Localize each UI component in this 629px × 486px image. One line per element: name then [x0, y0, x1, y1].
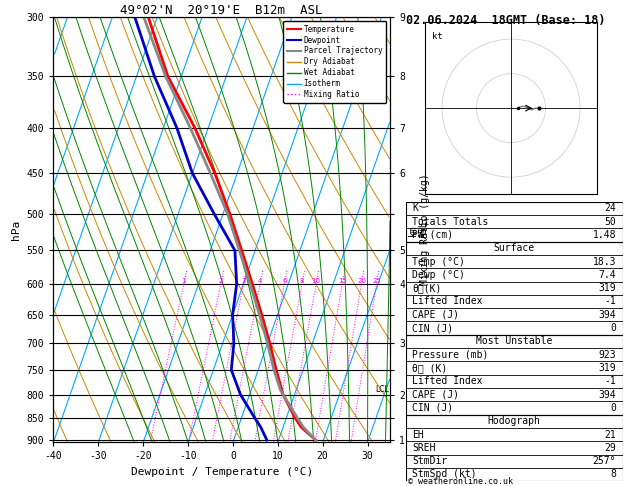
Text: Lifted Index: Lifted Index — [412, 376, 482, 386]
Text: 2: 2 — [219, 278, 223, 284]
Text: EH: EH — [412, 430, 424, 439]
Text: 0: 0 — [610, 403, 616, 413]
Text: Mixing Ratio (g/kg): Mixing Ratio (g/kg) — [420, 174, 430, 285]
Text: 7.4: 7.4 — [599, 270, 616, 280]
Text: CAPE (J): CAPE (J) — [412, 390, 459, 399]
Text: CIN (J): CIN (J) — [412, 323, 454, 333]
X-axis label: Dewpoint / Temperature (°C): Dewpoint / Temperature (°C) — [131, 467, 313, 477]
Text: Most Unstable: Most Unstable — [476, 336, 552, 347]
Text: CIN (J): CIN (J) — [412, 403, 454, 413]
Text: 15: 15 — [338, 278, 347, 284]
Text: LCL: LCL — [375, 385, 389, 395]
Text: 8: 8 — [610, 469, 616, 480]
Text: 1: 1 — [182, 278, 186, 284]
Text: Hodograph: Hodograph — [487, 416, 541, 426]
Text: Dewp (°C): Dewp (°C) — [412, 270, 465, 280]
Text: 394: 394 — [599, 390, 616, 399]
Text: 10: 10 — [311, 278, 321, 284]
Text: StmDir: StmDir — [412, 456, 447, 466]
Title: 49°02'N  20°19'E  B12m  ASL: 49°02'N 20°19'E B12m ASL — [121, 4, 323, 17]
Text: 1.48: 1.48 — [593, 230, 616, 240]
Text: StmSpd (kt): StmSpd (kt) — [412, 469, 477, 480]
Legend: Temperature, Dewpoint, Parcel Trajectory, Dry Adiabat, Wet Adiabat, Isotherm, Mi: Temperature, Dewpoint, Parcel Trajectory… — [283, 21, 386, 103]
Y-axis label: hPa: hPa — [11, 220, 21, 240]
Y-axis label: km
ASL: km ASL — [408, 221, 429, 239]
Text: 21: 21 — [604, 430, 616, 439]
Text: 18.3: 18.3 — [593, 257, 616, 267]
Text: -1: -1 — [604, 376, 616, 386]
Text: 29: 29 — [604, 443, 616, 453]
Text: θᴇ(K): θᴇ(K) — [412, 283, 442, 293]
Text: 24: 24 — [604, 203, 616, 213]
Text: SREH: SREH — [412, 443, 436, 453]
Text: 02.06.2024  18GMT (Base: 18): 02.06.2024 18GMT (Base: 18) — [406, 14, 605, 27]
Text: 25: 25 — [372, 278, 381, 284]
Text: Surface: Surface — [494, 243, 535, 253]
Text: 4: 4 — [258, 278, 262, 284]
Text: θᴇ (K): θᴇ (K) — [412, 363, 447, 373]
Text: 6: 6 — [282, 278, 287, 284]
Text: 257°: 257° — [593, 456, 616, 466]
Text: CAPE (J): CAPE (J) — [412, 310, 459, 320]
Text: Totals Totals: Totals Totals — [412, 217, 489, 226]
Text: 319: 319 — [599, 283, 616, 293]
Text: K: K — [412, 203, 418, 213]
Text: © weatheronline.co.uk: © weatheronline.co.uk — [408, 477, 513, 486]
Text: 319: 319 — [599, 363, 616, 373]
Text: PW (cm): PW (cm) — [412, 230, 454, 240]
Text: Lifted Index: Lifted Index — [412, 296, 482, 307]
Text: Temp (°C): Temp (°C) — [412, 257, 465, 267]
Text: 8: 8 — [300, 278, 304, 284]
Text: -1: -1 — [604, 296, 616, 307]
Text: 0: 0 — [610, 323, 616, 333]
Text: 50: 50 — [604, 217, 616, 226]
Text: 3: 3 — [242, 278, 246, 284]
Text: 20: 20 — [357, 278, 366, 284]
Text: Pressure (mb): Pressure (mb) — [412, 350, 489, 360]
Text: 394: 394 — [599, 310, 616, 320]
Text: kt: kt — [431, 32, 442, 41]
Text: 923: 923 — [599, 350, 616, 360]
